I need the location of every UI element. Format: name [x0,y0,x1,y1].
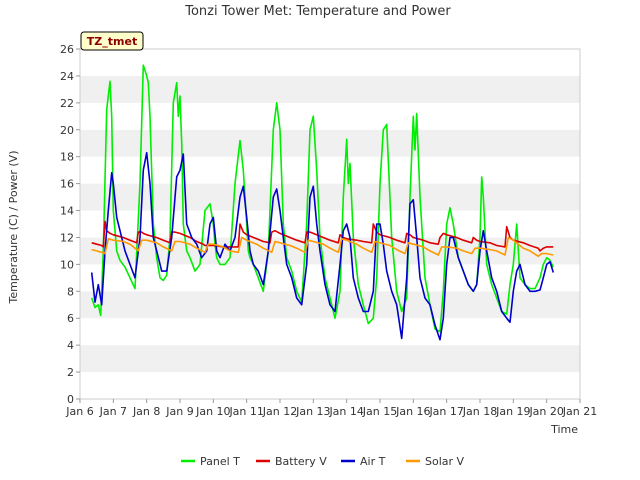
x-tick-label: Jan 9 [165,405,193,418]
grid-band [80,183,580,211]
y-tick-label: 4 [67,339,74,352]
series-line-solar-v [91,236,554,258]
x-tick-label: Jan 12 [262,405,297,418]
x-tick-label: Jan 21 [562,405,597,418]
legend-label-solar-v: Solar V [425,455,465,468]
y-tick-label: 12 [60,231,74,244]
x-tick-label: Jan 8 [132,405,160,418]
x-tick-label: Jan 15 [362,405,397,418]
legend-label-panel-t: Panel T [200,455,240,468]
grid-band [80,345,580,373]
x-tick-label: Jan 20 [528,405,563,418]
y-tick-label: 16 [60,178,74,191]
grid-band [80,318,580,346]
chart-title: Tonzi Tower Met: Temperature and Power [184,4,451,19]
y-tick-label: 0 [67,393,74,406]
grid-band [80,129,580,157]
y-tick-label: 22 [60,97,74,110]
grid-band [80,75,580,103]
y-tick-label: 26 [60,43,74,56]
tz-tmet-tag-label: TZ_tmet [87,35,137,48]
grid-band [80,156,580,184]
grid-band [80,102,580,130]
x-tick-label: Jan 16 [395,405,430,418]
x-tick-label: Jan 6 [65,405,93,418]
x-tick-label: Jan 18 [462,405,497,418]
legend: Panel T Battery V Air T Solar V [181,455,465,468]
series-line-air-t [90,151,555,341]
y-axis-label: Temperature (C) / Power (V) [7,150,20,304]
y-tick-label: 10 [60,258,74,271]
grid-band [80,49,580,76]
y-tick-label: 6 [67,312,74,325]
x-tick-label: Jan 14 [328,405,363,418]
grid-band [80,264,580,292]
grid-bands [80,49,580,399]
series-line-battery-v [91,220,554,252]
y-tick-label: 20 [60,124,74,137]
x-axis-label: Time [550,423,578,436]
x-tick-label: Jan 17 [428,405,463,418]
y-tick-label: 18 [60,151,74,164]
tz-tmet-tag: TZ_tmet [80,31,144,51]
x-tick-label: Jan 7 [99,405,127,418]
grid-band [80,372,580,399]
x-tick-label: Jan 13 [295,405,330,418]
legend-label-air-t: Air T [360,455,386,468]
y-tick-label: 14 [60,205,74,218]
series-lines [90,64,555,341]
x-tick-label: Jan 10 [195,405,230,418]
y-tick-label: 24 [60,70,74,83]
y-tick-label: 2 [67,366,74,379]
grid-band [80,210,580,238]
plot-area [79,48,581,400]
legend-label-battery-v: Battery V [275,455,327,468]
x-tick-label: Jan 19 [495,405,530,418]
x-tick-label: Jan 11 [228,405,263,418]
y-tick-label: 8 [67,285,74,298]
